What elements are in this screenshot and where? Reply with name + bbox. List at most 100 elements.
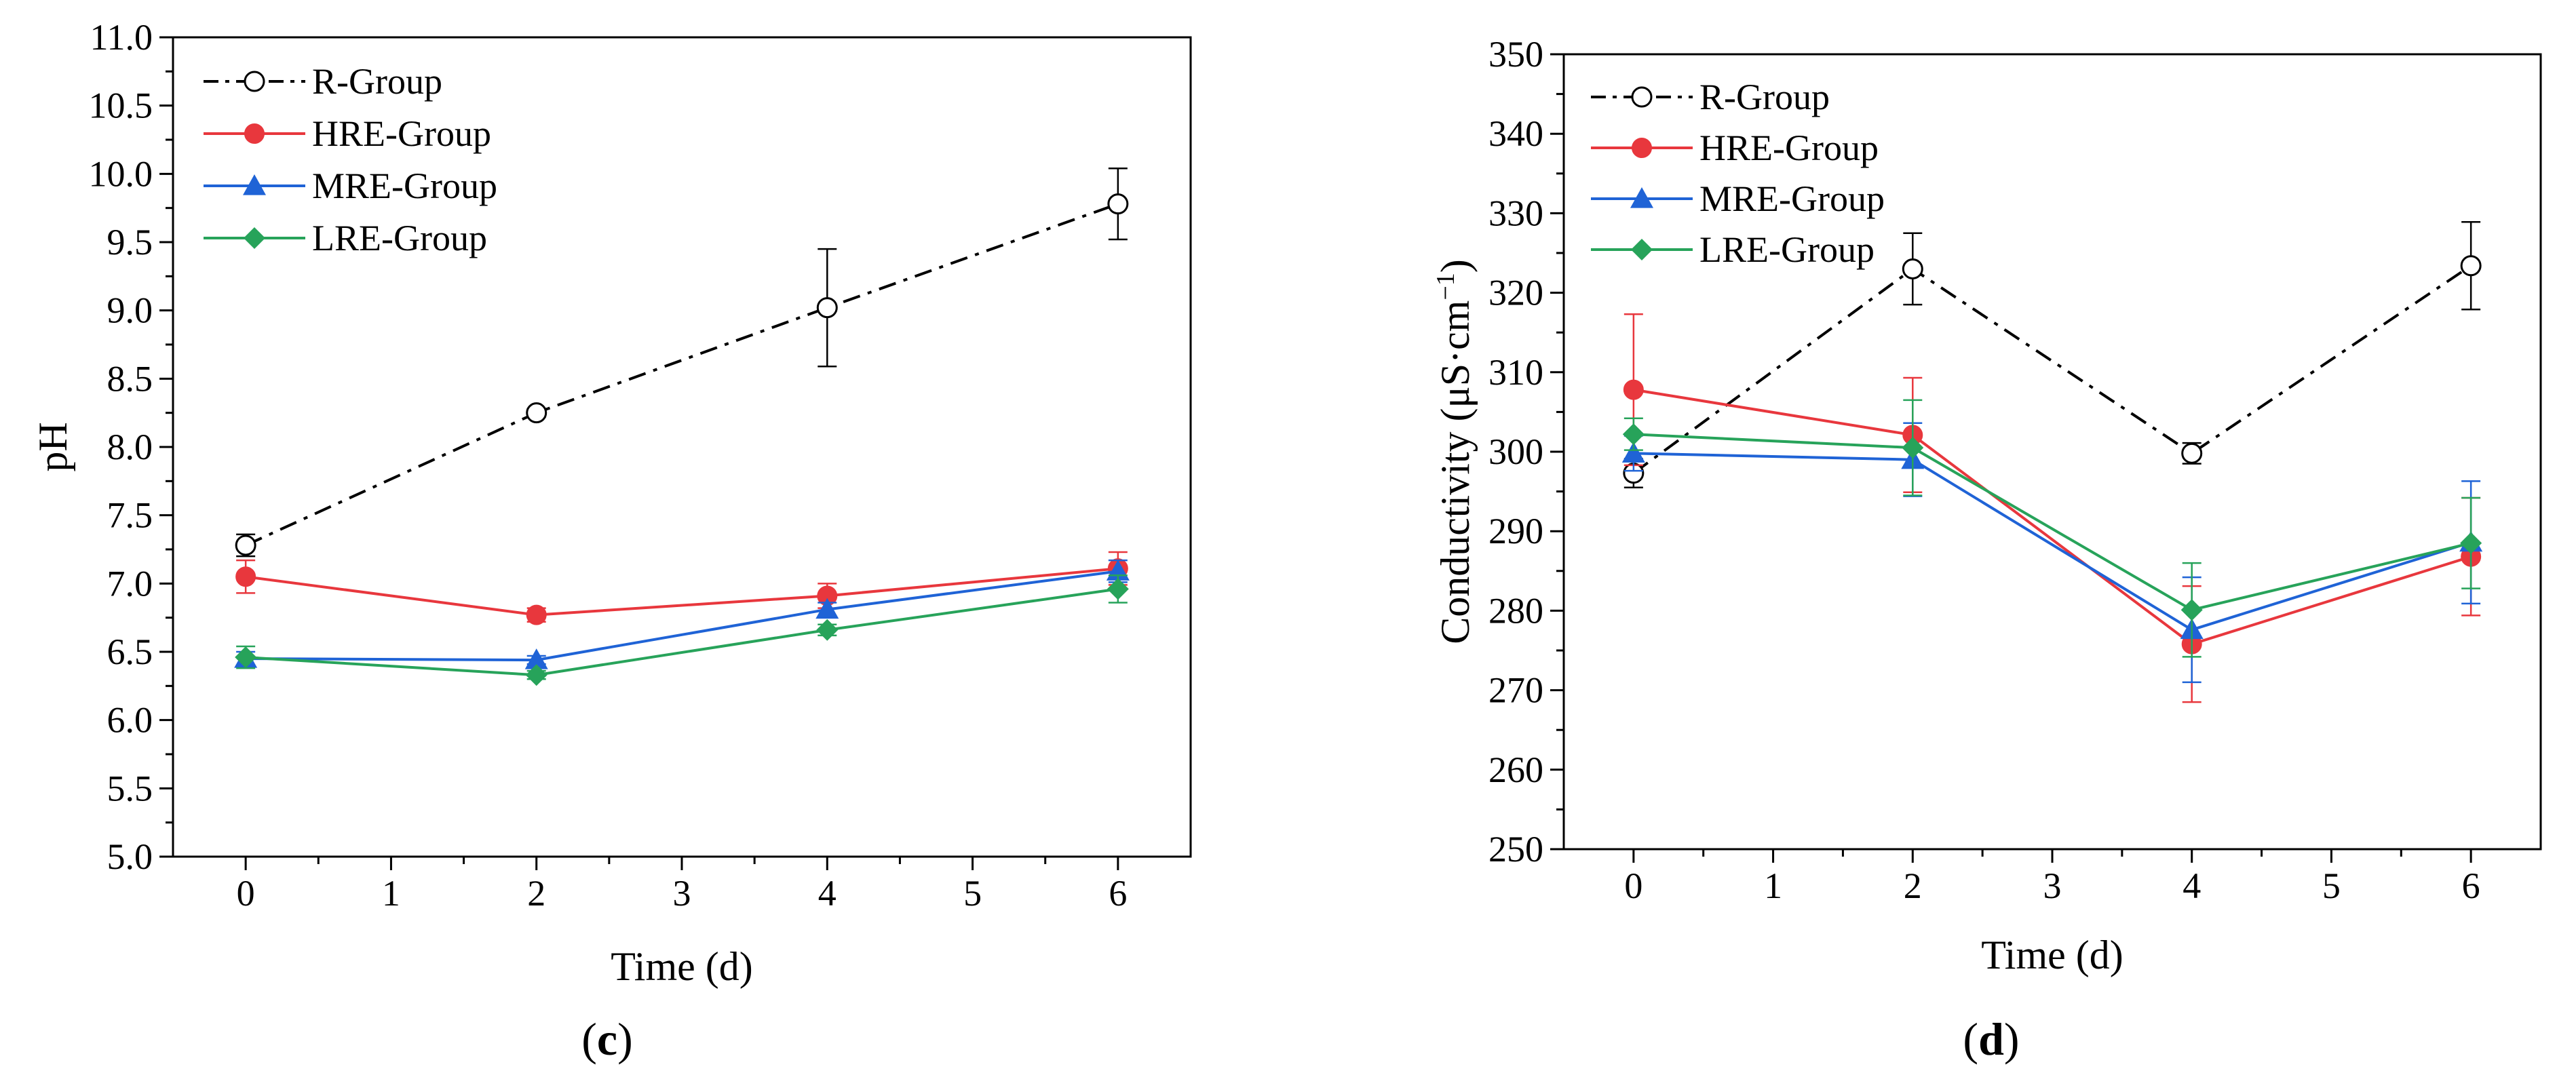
series-line bbox=[245, 202, 1119, 547]
data-point bbox=[235, 566, 256, 587]
marks-d bbox=[1621, 221, 2483, 703]
x-tick-label: 4 bbox=[2183, 865, 2201, 906]
legend-marker bbox=[244, 227, 265, 249]
x-tick-label: 0 bbox=[1624, 865, 1642, 906]
legend-c: R-Group HRE-Group MRE-Group LRE-Group bbox=[204, 61, 497, 258]
data-point bbox=[524, 648, 548, 669]
legend-marker bbox=[1631, 86, 1653, 108]
x-tick-label: 1 bbox=[382, 873, 400, 914]
y-tick-label: 10.5 bbox=[89, 85, 153, 126]
plot-frame-c bbox=[172, 36, 1192, 858]
y-tick-label: 11.0 bbox=[90, 17, 153, 58]
legend-d: R-Group HRE-Group MRE-Group LRE-Group bbox=[1591, 77, 1885, 270]
legend-marker bbox=[244, 71, 265, 92]
legend-label: R-Group bbox=[1699, 77, 1830, 117]
y-tick-label: 7.0 bbox=[107, 563, 153, 604]
legend-marker bbox=[1631, 239, 1653, 260]
series-r-group bbox=[1623, 221, 2482, 488]
y-tick-label: 7.5 bbox=[107, 495, 153, 536]
y-axis-label-d-sup: −1 bbox=[1431, 273, 1460, 300]
data-point bbox=[2180, 599, 2203, 621]
data-point bbox=[1107, 193, 1129, 215]
data-point bbox=[235, 534, 256, 556]
legend-label: HRE-Group bbox=[1699, 128, 1879, 168]
y-tick-label: 250 bbox=[1488, 829, 1543, 870]
y-tick-label: 6.0 bbox=[107, 700, 153, 741]
y-tick-label: 300 bbox=[1488, 431, 1543, 472]
data-point bbox=[1623, 379, 1644, 400]
series-line bbox=[1633, 433, 2472, 612]
legend-item: HRE-Group bbox=[204, 113, 491, 154]
plot-frame-d bbox=[1562, 53, 2542, 851]
panel-label-d: (d) bbox=[1963, 1013, 2019, 1065]
series-line bbox=[246, 570, 1119, 662]
legend-label: R-Group bbox=[312, 61, 442, 102]
data-point bbox=[2460, 255, 2482, 277]
y-tick-label: 340 bbox=[1488, 113, 1543, 154]
y-tick-label: 8.5 bbox=[107, 358, 153, 399]
x-tick-label: 3 bbox=[673, 873, 691, 914]
x-axis-label-c: Time (d) bbox=[611, 944, 752, 989]
data-point bbox=[526, 604, 547, 625]
y-tick-label: 5.5 bbox=[107, 768, 153, 808]
x-tick-label: 2 bbox=[1904, 865, 1922, 906]
x-tick-label: 3 bbox=[2043, 865, 2062, 906]
chart-panel-c: 0 1 2 3 4 5 6 5.0 5.5 6.0 6.5 7.0 7.5 8.0 8.5 9.0 9.5 10.… bbox=[31, 17, 1192, 1065]
y-tick-label: 280 bbox=[1488, 590, 1543, 631]
x-tick-label: 6 bbox=[1109, 873, 1127, 914]
legend-marker bbox=[1632, 138, 1652, 158]
data-point bbox=[235, 646, 257, 669]
y-tick-label: 5.0 bbox=[107, 836, 153, 877]
y-tick-label: 6.5 bbox=[107, 631, 153, 672]
data-point bbox=[526, 402, 547, 424]
panel-letter-c: c bbox=[597, 1013, 617, 1065]
series-line bbox=[1633, 452, 2472, 631]
legend-label: LRE-Group bbox=[1699, 229, 1875, 270]
data-point bbox=[1621, 442, 1645, 463]
y-tick-label: 270 bbox=[1488, 670, 1543, 711]
data-point bbox=[816, 297, 838, 319]
marks-c bbox=[234, 168, 1130, 686]
y-tick-label: 9.5 bbox=[107, 222, 153, 262]
panel-letter-d: d bbox=[1978, 1013, 2004, 1065]
ticks-c: 0 1 2 3 4 5 6 5.0 5.5 6.0 6.5 7.0 7.5 8.0 8.5 9.0 9.5 10.… bbox=[89, 17, 1128, 914]
y-axis-label-c: pH bbox=[31, 422, 75, 471]
series-r-group bbox=[235, 168, 1129, 558]
legend-label: MRE-Group bbox=[312, 165, 497, 206]
legend-marker bbox=[244, 123, 265, 144]
legend-label: LRE-Group bbox=[312, 218, 487, 258]
data-point bbox=[815, 598, 839, 619]
y-tick-label: 310 bbox=[1488, 352, 1543, 393]
data-point bbox=[2460, 532, 2482, 554]
series-line bbox=[1633, 388, 2472, 646]
series-mre-group bbox=[1621, 422, 2483, 684]
data-point bbox=[1902, 258, 1923, 279]
panel-label-c: (c) bbox=[581, 1013, 633, 1065]
x-tick-label: 4 bbox=[818, 873, 837, 914]
x-tick-label: 5 bbox=[963, 873, 982, 914]
legend-item: R-Group bbox=[204, 61, 442, 102]
y-tick-label: 8.0 bbox=[107, 427, 153, 467]
x-axis-label-d: Time (d) bbox=[1981, 933, 2123, 977]
x-tick-label: 2 bbox=[527, 873, 545, 914]
legend-item: LRE-Group bbox=[1591, 229, 1875, 270]
x-tick-label: 5 bbox=[2322, 865, 2341, 906]
legend-item: LRE-Group bbox=[204, 218, 487, 258]
series-line bbox=[1632, 265, 2472, 475]
y-axis-label-d-main: Conductivity (μS·cm bbox=[1433, 300, 1478, 644]
legend-item: MRE-Group bbox=[204, 165, 497, 206]
data-point bbox=[1902, 437, 1924, 459]
legend-marker bbox=[243, 174, 266, 195]
series-lre-group bbox=[235, 574, 1129, 686]
data-point bbox=[1622, 423, 1645, 446]
legend-item: HRE-Group bbox=[1591, 128, 1879, 168]
y-tick-label: 260 bbox=[1488, 749, 1543, 790]
legend-item: MRE-Group bbox=[1591, 178, 1885, 219]
y-tick-label: 290 bbox=[1488, 511, 1543, 551]
series-line bbox=[246, 587, 1119, 677]
y-tick-label: 10.0 bbox=[89, 153, 153, 194]
y-tick-label: 350 bbox=[1488, 34, 1543, 75]
series-lre-group bbox=[1622, 399, 2482, 658]
x-tick-label: 1 bbox=[1764, 865, 1782, 906]
